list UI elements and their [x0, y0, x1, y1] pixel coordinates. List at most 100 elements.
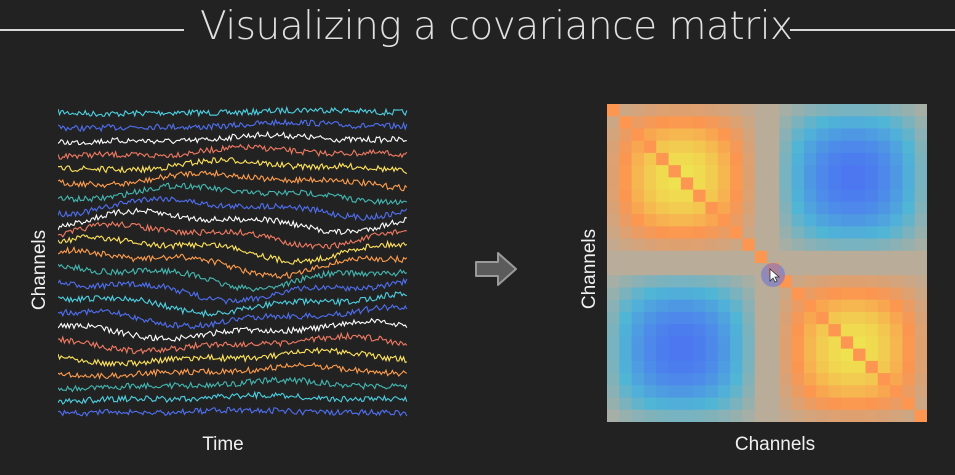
matrix-cell [779, 409, 793, 422]
matrix-cell [914, 311, 927, 325]
matrix-cell [865, 189, 879, 203]
matrix-cell [705, 140, 719, 154]
matrix-cell [914, 409, 927, 422]
matrix-cell [656, 250, 669, 264]
matrix-cell [791, 201, 805, 215]
matrix-cell [853, 177, 866, 191]
matrix-cell [656, 299, 669, 313]
matrix-cell [607, 385, 620, 398]
matrix-cell [767, 373, 780, 386]
matrix-cell [902, 152, 916, 166]
matrix-cell [914, 214, 927, 227]
matrix-cell [742, 152, 756, 166]
matrix-cell [717, 409, 731, 422]
matrix-cell [742, 397, 756, 411]
matrix-cell [631, 299, 645, 313]
matrix-cell [656, 385, 669, 398]
matrix-cell [656, 373, 669, 386]
matrix-cell [656, 177, 669, 191]
matrix-cell [791, 348, 805, 362]
matrix-cell [643, 226, 657, 239]
matrix-cell [607, 275, 620, 288]
matrix-cell [631, 189, 645, 203]
matrix-cell [656, 189, 669, 203]
matrix-cell [865, 177, 879, 191]
matrix-cell [693, 116, 706, 129]
matrix-cell [656, 116, 669, 129]
matrix-cell [631, 360, 645, 374]
matrix-cell [779, 299, 793, 313]
channel-trace [58, 118, 408, 133]
matrix-cell [779, 177, 793, 191]
matrix-cell [902, 311, 916, 325]
matrix-cell [693, 409, 706, 422]
matrix-cell [779, 348, 793, 362]
matrix-cell [828, 152, 842, 166]
matrix-cell [840, 128, 854, 142]
matrix-cell [607, 336, 620, 350]
matrix-cell [656, 226, 669, 239]
matrix-cell [607, 238, 620, 252]
matrix-cell [816, 201, 829, 215]
matrix-cell [803, 263, 817, 276]
matrix-cell [631, 275, 645, 288]
matrix-cell [680, 140, 694, 154]
matrix-cell [619, 263, 633, 276]
matrix-cell [668, 263, 682, 276]
matrix-cell [656, 152, 669, 166]
matrix-cell [767, 165, 780, 178]
matrix-cell [890, 324, 903, 337]
matrix-cell [643, 104, 657, 117]
matrix-cell [643, 152, 657, 166]
matrix-cell [853, 348, 866, 362]
matrix-cell [680, 287, 694, 301]
matrix-cell [791, 152, 805, 166]
matrix-cell [767, 238, 780, 252]
matrix-cell [816, 373, 829, 386]
matrix-cell [779, 238, 793, 252]
matrix-cell [828, 311, 842, 325]
matrix-cell [890, 360, 903, 374]
matrix-cell [643, 116, 657, 129]
matrix-cell [877, 324, 891, 337]
matrix-cell [816, 189, 829, 203]
matrix-cell [803, 311, 817, 325]
matrix-cell [754, 177, 768, 191]
matrix-cell [890, 201, 903, 215]
matrix-cell [668, 275, 682, 288]
matrix-cell [865, 385, 879, 398]
matrix-cell [730, 104, 743, 117]
matrix-cell [631, 226, 645, 239]
matrix-cell [803, 140, 817, 154]
matrix-cell [693, 275, 706, 288]
matrix-cell [828, 238, 842, 252]
matrix-cell [717, 360, 731, 374]
matrix-cell [902, 336, 916, 350]
matrix-cell [607, 189, 620, 203]
matrix-cell [717, 336, 731, 350]
matrix-cell [643, 128, 657, 142]
matrix-cell [914, 299, 927, 313]
matrix-cell [853, 336, 866, 350]
matrix-cell [890, 177, 903, 191]
matrix-cell [730, 373, 743, 386]
matrix-cell [668, 336, 682, 350]
matrix-cell [607, 250, 620, 264]
matrix-cell [693, 214, 706, 227]
matrix-cell [705, 165, 719, 178]
matrix-cell [828, 348, 842, 362]
matrix-cell [840, 348, 854, 362]
matrix-cell [705, 201, 719, 215]
matrix-cell [717, 214, 731, 227]
matrix-cell [828, 360, 842, 374]
matrix-cell [865, 226, 879, 239]
matrix-cell [865, 336, 879, 350]
matrix-cell [693, 104, 706, 117]
matrix-cell [767, 324, 780, 337]
matrix-cell [865, 409, 879, 422]
matrix-cell [803, 385, 817, 398]
matrix-cell [890, 238, 903, 252]
matrix-cell [914, 287, 927, 301]
matrix-cell [754, 409, 768, 422]
matrix-cell [631, 214, 645, 227]
